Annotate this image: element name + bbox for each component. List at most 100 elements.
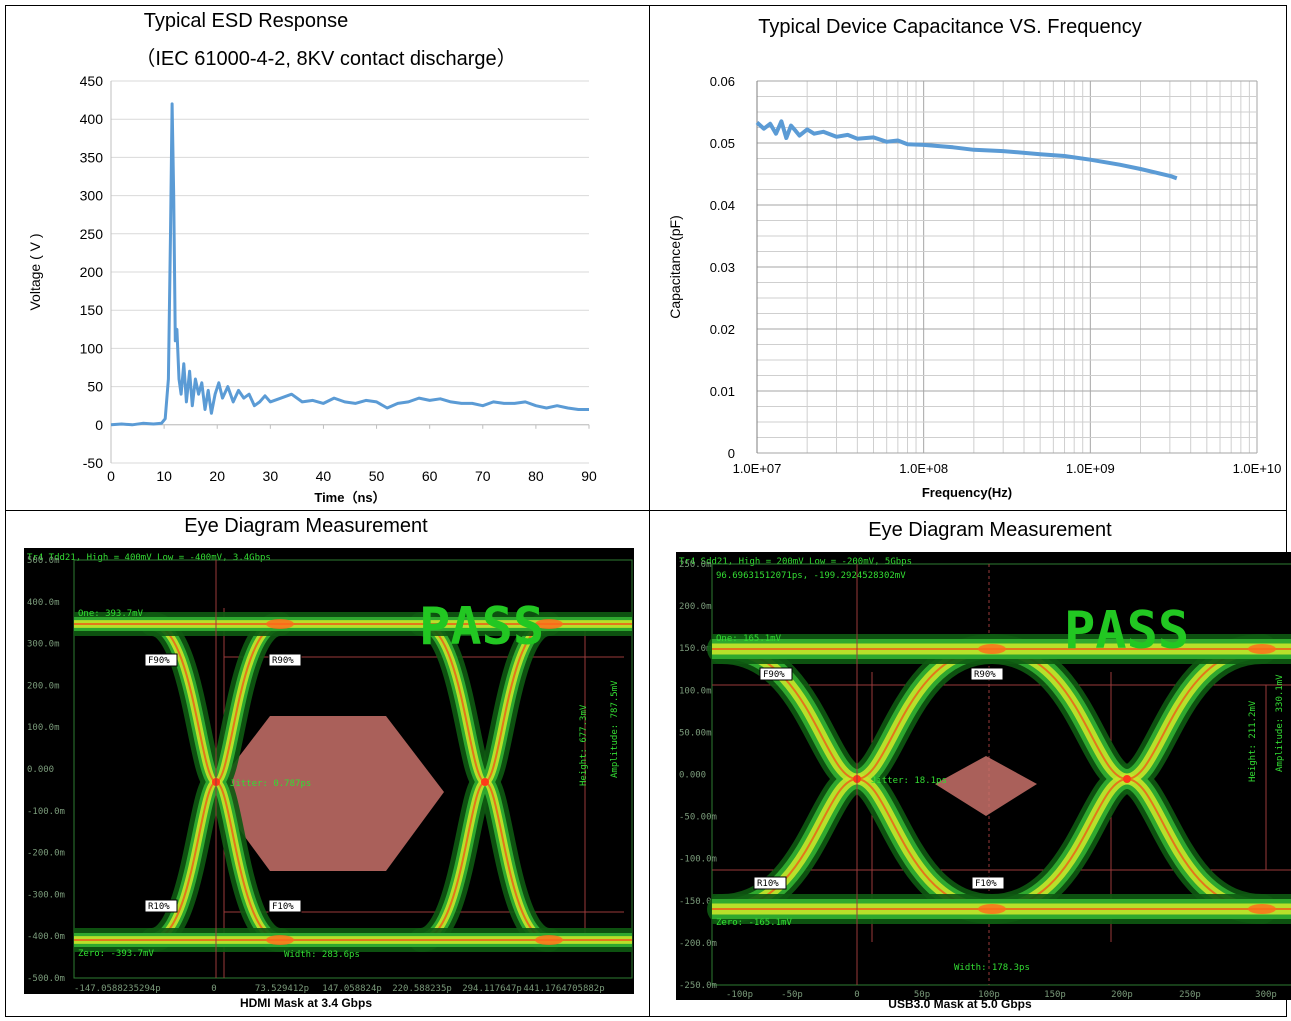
grid-divider-horizontal (5, 510, 1287, 511)
eye_hdmi-one-label: One: 393.7mV (78, 609, 144, 619)
esd-subtitle: （IEC 61000-4-2, 8KV contact discharge） (135, 48, 517, 70)
eye_usb-xtick-label: 50p (914, 990, 930, 1000)
eye_hdmi-zero-label: Zero: -393.7mV (78, 949, 154, 959)
eye_usb-ytick-label: 100.0m (679, 686, 712, 696)
eye_usb-hotspot (1248, 644, 1276, 654)
cap-ytick-label: 0.03 (710, 260, 735, 275)
eye_usb-marker-label: R10% (757, 879, 779, 889)
eye_usb-header: Tr4 Sdd21, High = 200mV Low = -200mV, 5G… (679, 557, 912, 567)
cap-ytick-label: 0.01 (710, 384, 735, 399)
eye_usb-ytick-label: -150.0m (679, 897, 717, 907)
eye_usb-hotspot (1248, 904, 1276, 914)
cap-xtick-label: 1.0E+09 (1066, 461, 1115, 476)
eye_hdmi-marker-box (144, 653, 178, 667)
esd-ytick-label: 400 (80, 111, 104, 127)
eye_usb-marker-box (759, 667, 793, 681)
esd-xtick-label: 20 (209, 468, 225, 484)
eye_usb-crossing (1123, 775, 1131, 783)
esd-ytick-label: 150 (80, 302, 104, 318)
cap-xtick-label: 1.0E+10 (1233, 461, 1282, 476)
eye_hdmi-pass-status: PASS (419, 597, 544, 657)
figure-frame (5, 5, 1287, 1017)
eye_hdmi-ytick-label: -300.0m (27, 890, 65, 900)
eye_hdmi-ytick-label: 100.0m (27, 723, 60, 733)
eye_hdmi-marker-label: F90% (148, 656, 170, 666)
esd-ytick-label: -50 (83, 455, 103, 471)
eye_hdmi-marker-box (144, 899, 178, 913)
eye_usb-ytick-label: 50.00m (679, 728, 712, 738)
esd-ytick-label: 450 (80, 73, 104, 89)
esd-ytick-label: 0 (95, 417, 103, 433)
eye_hdmi-ytick-label: 300.0m (27, 640, 60, 650)
eye_hdmi-ytick-label: 500.0m (27, 556, 60, 566)
eye_usb-amplitude-label: Amplitude: 330.1mV (1275, 674, 1285, 772)
cap-ytick-label: 0.04 (710, 198, 735, 213)
eye_hdmi-ytick-label: 400.0m (27, 598, 60, 608)
eye_usb-mask (935, 756, 1037, 816)
eye_hdmi-hotspot (535, 935, 563, 945)
cap-series-line (755, 119, 1178, 181)
esd-ytick-label: 300 (80, 188, 104, 204)
hdmi-eye-diagram: Tr4 Tdd21, High = 400mV Low = -400mV, 3.… (24, 548, 634, 994)
eye_usb-cursor-readout: 96.69631512071ps, -199.2924528302mV (716, 571, 906, 581)
eye_usb-marker-box (753, 876, 787, 890)
eye_usb-xtick-label: 300p (1255, 990, 1277, 1000)
eye_usb-ytick-label: -100.0m (679, 855, 717, 865)
eye_hdmi-hotspot (266, 935, 294, 945)
grid-divider-vertical (649, 5, 650, 1017)
hdmi-eye-panel: Eye Diagram Measurement Tr4 Tdd21, High … (6, 511, 649, 1016)
eye_usb-marker-box (971, 876, 1005, 890)
eye_usb-xtick-label: -100p (726, 990, 753, 1000)
eye_hdmi-crossing (481, 778, 489, 786)
eye_usb-ytick-label: 0.000 (679, 771, 706, 781)
eye_hdmi-marker-label: R90% (272, 656, 294, 666)
eye_hdmi-xtick-label: 73.529412p (255, 984, 309, 994)
eye_usb-ytick-label: 250.0m (679, 560, 712, 570)
cap-xtick-label: 1.0E+08 (899, 461, 948, 476)
eye_usb-marker-label: R90% (974, 670, 996, 680)
eye_hdmi-jitter-label: Jitter: 0.787ps (230, 779, 311, 789)
eye_usb-pass-status: PASS (1064, 601, 1189, 661)
eye_hdmi-ytick-label: 200.0m (27, 681, 60, 691)
usb-caption: USB3.0 Mask at 5.0 Gbps (888, 997, 1032, 1011)
eye_usb-marker-label: F90% (763, 670, 785, 680)
usb-eye-panel: Eye Diagram Measurement Tr4 Sdd21, High … (650, 511, 1291, 1016)
capacitance-panel: Typical Device Capacitance VS. Frequency… (650, 6, 1286, 510)
eye_hdmi-xtick-label: -147.0588235294p (74, 984, 161, 994)
eye_usb-ytick-label: -250.0m (679, 981, 717, 991)
eye_usb-xtick-label: 250p (1179, 990, 1201, 1000)
cap-ytick-label: 0.02 (710, 322, 735, 337)
eye_hdmi-marker-label: F10% (272, 902, 294, 912)
eye_usb-width-label: Width: 178.3ps (954, 963, 1030, 973)
hdmi-caption: HDMI Mask at 3.4 Gbps (239, 996, 373, 1010)
esd-ytick-label: 350 (80, 149, 104, 165)
esd-ytick-label: 200 (80, 264, 104, 280)
eye_hdmi-xtick-label: 294.117647p (462, 984, 522, 994)
eye_hdmi-plot-border (73, 559, 633, 979)
cap-xtick-label: 1.0E+07 (733, 461, 782, 476)
eye_usb-marker-label: F10% (975, 879, 997, 889)
eye_usb-height-label: Height: 211.2mV (1248, 700, 1258, 782)
eye_hdmi-hotspot (535, 619, 563, 629)
eye_usb-zero-label: Zero: -165.1mV (716, 918, 792, 928)
eye_hdmi-xtick-label: 220.588235p (392, 984, 452, 994)
eye_usb-marker-box (970, 667, 1004, 681)
capacitance-title: Typical Device Capacitance VS. Frequency (758, 16, 1142, 38)
eye_hdmi-width-label: Width: 283.6ps (284, 950, 360, 960)
eye_hdmi-xtick-label: 0 (211, 984, 216, 994)
esd-xtick-label: 0 (107, 468, 115, 484)
eye_usb-jitter-label: Jitter: 18.1ps (871, 776, 947, 786)
eye_usb-xtick-label: -50p (781, 990, 803, 1000)
eye_hdmi-header: Tr4 Tdd21, High = 400mV Low = -400mV, 3.… (27, 553, 271, 563)
eye_usb-xtick-label: 0 (854, 990, 859, 1000)
esd-xtick-label: 80 (528, 468, 544, 484)
eye_hdmi-mask (212, 716, 444, 871)
cap-ytick-label: 0.05 (710, 136, 735, 151)
eye_usb-ytick-label: -200.0m (679, 939, 717, 949)
eye_hdmi-ytick-label: 0.000 (27, 765, 54, 775)
esd-xtick-label: 40 (316, 468, 332, 484)
capacitance-chart: 0 0.01 0.02 0.03 0.04 0.05 0.06 1.0E+07 1.0E+08 1… (667, 74, 1282, 500)
esd-response-panel: Typical ESD Response （IEC 61000-4-2, 8KV… (6, 6, 649, 510)
eye_usb-xtick-label: 150p (1044, 990, 1066, 1000)
